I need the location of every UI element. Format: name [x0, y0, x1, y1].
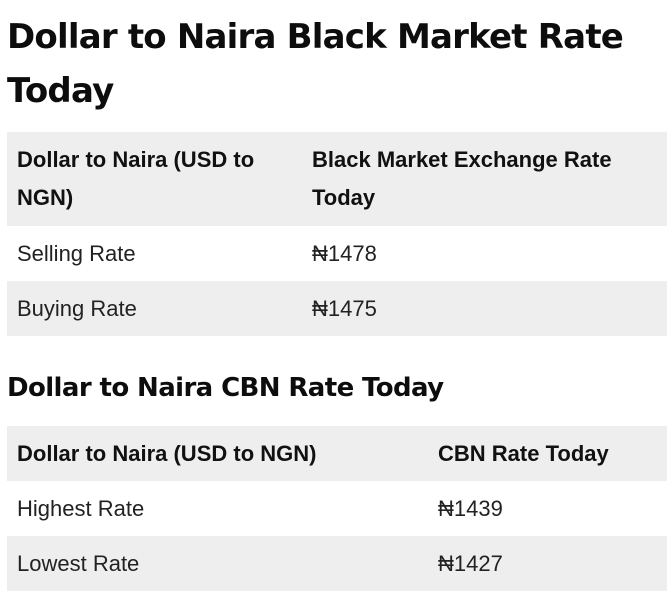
- table-header-row: Dollar to Naira (USD to NGN) CBN Rate To…: [7, 426, 667, 481]
- black-market-heading: Dollar to Naira Black Market Rate Today: [7, 17, 624, 111]
- rate-label: Selling Rate: [17, 240, 136, 266]
- black-market-table: Dollar to Naira (USD to NGN) Black Marke…: [7, 132, 667, 336]
- table-row: Buying Rate ₦1475: [7, 281, 667, 336]
- cbn-table: Dollar to Naira (USD to NGN) CBN Rate To…: [7, 426, 667, 591]
- column-header-rate: CBN Rate Today: [438, 440, 609, 466]
- rate-label: Buying Rate: [17, 295, 137, 321]
- table-row: Lowest Rate ₦1427: [7, 536, 667, 591]
- rate-value: ₦1478: [312, 240, 377, 266]
- rate-value: ₦1475: [312, 295, 377, 321]
- page-content: Dollar to Naira Black Market Rate Today …: [7, 17, 667, 591]
- rate-label: Lowest Rate: [17, 550, 140, 576]
- spacer: [7, 336, 667, 368]
- table-row: Highest Rate ₦1439: [7, 481, 667, 536]
- column-header-pair: Dollar to Naira (USD to NGN): [17, 440, 317, 466]
- column-header-rate: Black Market Exchange Rate Today: [312, 147, 612, 210]
- table-row: Selling Rate ₦1478: [7, 226, 667, 281]
- column-header-pair: Dollar to Naira (USD to NGN): [17, 147, 255, 210]
- table-header-row: Dollar to Naira (USD to NGN) Black Marke…: [7, 132, 667, 226]
- rate-value: ₦1427: [438, 550, 503, 576]
- cbn-heading: Dollar to Naira CBN Rate Today: [7, 373, 444, 403]
- rate-label: Highest Rate: [17, 495, 145, 521]
- spacer: [7, 408, 667, 426]
- rate-value: ₦1439: [438, 495, 503, 521]
